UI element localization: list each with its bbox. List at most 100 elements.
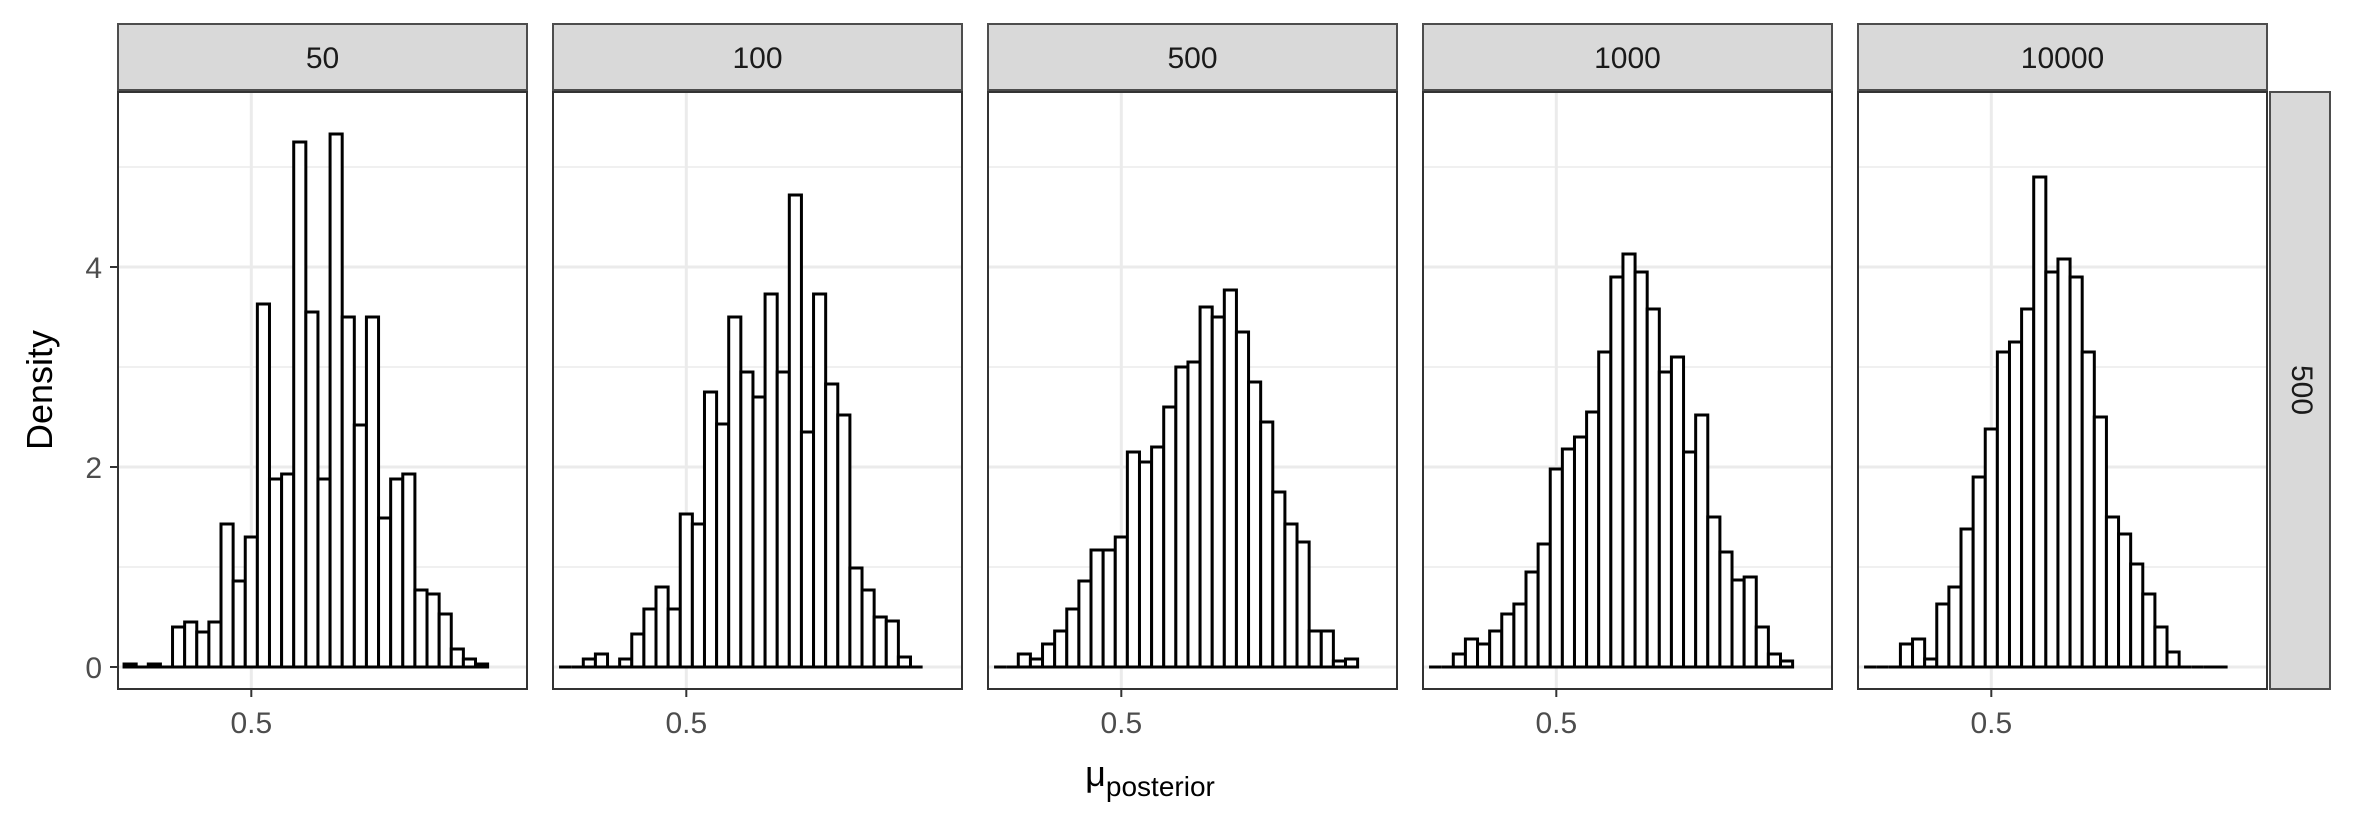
histogram-bar xyxy=(581,657,597,669)
facet-panel-500: 500 0.5 xyxy=(987,23,1398,740)
histogram-bar xyxy=(896,655,912,669)
facet-strip-label: 100 xyxy=(732,42,782,75)
histogram-bar xyxy=(1500,612,1516,669)
histogram-bar xyxy=(739,370,755,669)
histogram-bar xyxy=(2153,625,2169,669)
histogram-bar xyxy=(1271,490,1287,669)
histogram-bar xyxy=(642,607,658,669)
x-axis-label-main: μ xyxy=(1085,753,1106,794)
histogram-bar xyxy=(630,632,646,669)
histogram-bar xyxy=(1234,330,1251,669)
histogram-bar xyxy=(449,647,465,669)
histogram-bar xyxy=(2092,415,2108,669)
histogram-bar xyxy=(1995,350,2011,669)
histogram-bar xyxy=(1512,602,1528,669)
histogram-bar xyxy=(1283,522,1299,669)
histogram-bar xyxy=(255,302,271,669)
x-tick-label: 0.5 xyxy=(665,707,707,740)
histogram-bar xyxy=(267,477,284,669)
histogram-bar xyxy=(1657,370,1673,669)
histogram-bar xyxy=(1463,637,1480,669)
histogram-bar xyxy=(836,413,852,669)
facet-strip-label: 500 xyxy=(1167,42,1217,75)
facet-strip-label: 10000 xyxy=(2021,42,2104,75)
histogram-bar xyxy=(715,422,731,669)
histogram-bar xyxy=(1295,540,1311,669)
histogram-bar xyxy=(1778,659,1795,669)
panel-border xyxy=(1422,91,1833,690)
y-tick-label: 4 xyxy=(85,252,102,285)
histogram-bar xyxy=(2080,350,2096,669)
histogram-bar xyxy=(1198,305,1214,669)
facet-strip xyxy=(987,23,1398,91)
facet-panel-50: 50 0.5 0 2 4 xyxy=(85,23,528,740)
histogram-bar xyxy=(389,477,405,669)
histogram-bar xyxy=(171,625,187,669)
histogram-bar xyxy=(1718,550,1734,669)
histogram-bar xyxy=(1935,602,1951,669)
facet-strip xyxy=(552,23,963,91)
histogram-bar xyxy=(1041,642,1057,669)
histogram-bar xyxy=(1706,515,1722,669)
histogram-bar xyxy=(1077,579,1093,669)
histogram-bar xyxy=(401,472,417,669)
histogram-bar xyxy=(872,615,888,669)
histogram-bar xyxy=(2165,650,2181,669)
histogram-bar xyxy=(304,310,320,669)
histogram-bar xyxy=(316,477,332,669)
histogram-bar xyxy=(1971,475,1987,669)
histogram-bar xyxy=(1682,450,1698,669)
x-tick-label: 0.5 xyxy=(1535,707,1577,740)
histogram-bar xyxy=(1089,548,1105,669)
facet-strip xyxy=(1422,23,1833,91)
histogram-bar xyxy=(328,132,344,669)
histogram-bar xyxy=(1524,570,1540,669)
histogram-bar xyxy=(812,292,828,669)
histogram-bar xyxy=(280,472,296,669)
histogram-bar xyxy=(1259,420,1275,669)
histogram-bar xyxy=(1669,355,1686,669)
histogram-bar xyxy=(1621,252,1637,669)
histogram-bar xyxy=(364,315,381,669)
histogram-bar xyxy=(1548,467,1564,669)
panel-border xyxy=(1857,91,2268,690)
histogram-bar xyxy=(1065,607,1081,669)
histogram-bar xyxy=(1959,527,1975,669)
histogram-bar xyxy=(437,612,453,669)
histogram-bar xyxy=(690,522,706,669)
facet-panel-10000: 10000 0.5 xyxy=(1857,23,2268,740)
histogram-bar xyxy=(377,516,393,669)
histogram-bar xyxy=(2032,175,2048,669)
panels-layer: 50 0.5 0 2 4 100 0.5 500 0.5 1000 0.5 10000 0.5 xyxy=(85,23,2268,740)
histogram-bar xyxy=(1210,315,1226,669)
histogram-bar xyxy=(1898,642,1915,669)
histogram-bar xyxy=(727,315,743,669)
histogram-bar xyxy=(1307,629,1323,669)
histogram-bar xyxy=(1536,542,1552,669)
histogram-bar xyxy=(2056,257,2072,669)
histogram-bar xyxy=(340,315,356,669)
histogram-bar xyxy=(2068,275,2084,669)
x-axis-label: μposterior xyxy=(1085,753,1215,802)
histogram-bar xyxy=(1476,642,1492,669)
histogram-bar xyxy=(1488,629,1504,669)
facet-panel-100: 100 0.5 xyxy=(552,23,963,740)
histogram-bar xyxy=(2129,562,2145,669)
y-tick-label: 0 xyxy=(85,652,102,685)
histogram-bar xyxy=(1451,652,1467,669)
histogram-bar xyxy=(1319,629,1335,669)
histogram-bar xyxy=(824,382,840,669)
histogram-bar xyxy=(678,512,694,669)
histogram-bar xyxy=(1923,657,1939,669)
histogram-bar xyxy=(884,619,900,669)
histogram-bar xyxy=(195,630,211,669)
histogram-bar xyxy=(352,423,368,669)
histogram-bar xyxy=(2104,515,2121,669)
histogram-bar xyxy=(207,620,223,669)
histogram-bar xyxy=(666,607,682,669)
row-strip-box xyxy=(2269,91,2331,690)
axis-titles: Density μposterior xyxy=(19,330,1215,802)
histogram-bar xyxy=(425,592,441,669)
histogram-bar xyxy=(1633,270,1649,669)
histogram-bar xyxy=(1911,637,1927,669)
